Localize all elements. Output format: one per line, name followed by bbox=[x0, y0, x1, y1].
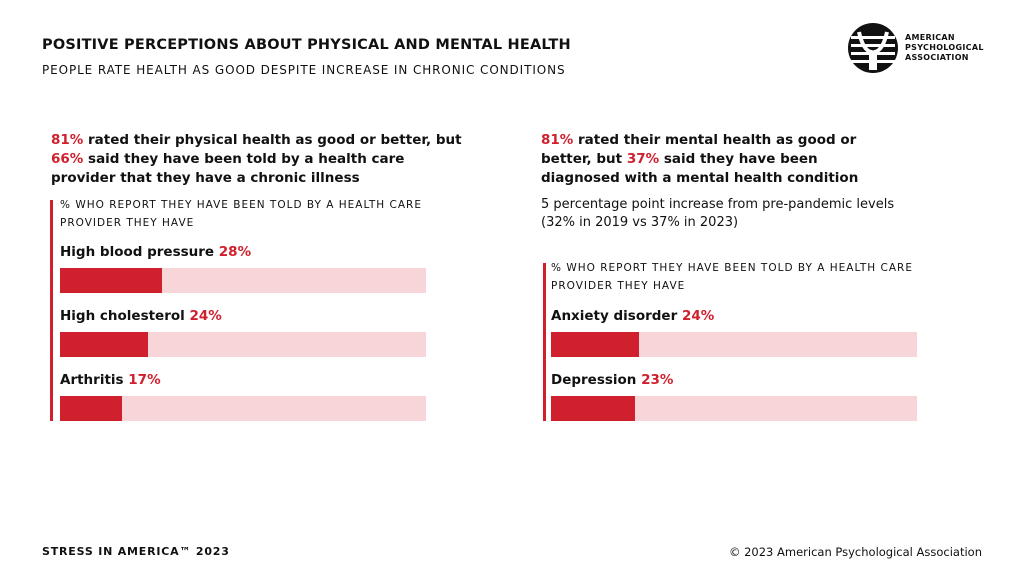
category: High cholesterol bbox=[60, 308, 185, 324]
headline: 81% rated their physical health as good … bbox=[51, 131, 471, 188]
logo-line: PSYCHOLOGICAL bbox=[905, 43, 984, 52]
logo-line: AMERICAN bbox=[905, 33, 955, 42]
highlight: 37% bbox=[626, 151, 660, 167]
chart-title: % WHO REPORT THEY HAVE BEEN TOLD BY A HE… bbox=[60, 199, 422, 229]
value-label: 17% bbox=[128, 372, 161, 388]
bar bbox=[60, 268, 163, 293]
note-line: 5 percentage point increase from pre-pan… bbox=[541, 197, 895, 212]
text: rated their mental health as good or bet… bbox=[541, 132, 857, 167]
value-label: 24% bbox=[189, 308, 222, 324]
headline: 81% rated their mental health as good or… bbox=[541, 131, 866, 188]
value-label: 24% bbox=[681, 308, 715, 324]
bar-label: High blood pressure 28% bbox=[60, 244, 251, 260]
bar bbox=[551, 332, 639, 357]
note: 5 percentage point increase from pre-pan… bbox=[541, 196, 894, 232]
logo-mark bbox=[848, 23, 898, 73]
note-line: (32% in 2019 vs 37% in 2023) bbox=[541, 215, 739, 230]
title: POSITIVE PERCEPTIONS ABOUT PHYSICAL AND … bbox=[42, 37, 571, 53]
highlight: 81% bbox=[541, 132, 574, 148]
footer-left: STRESS IN AMERICA™ 2023 bbox=[42, 545, 230, 558]
bar-label: Anxiety disorder 24% bbox=[551, 308, 714, 324]
bar-label: High cholesterol 24% bbox=[60, 308, 222, 324]
highlight: 81% bbox=[51, 132, 84, 148]
accent-line bbox=[50, 200, 53, 421]
footer-right: © 2023 American Psychological Associatio… bbox=[728, 545, 982, 559]
category: Anxiety disorder bbox=[551, 308, 678, 324]
bar bbox=[60, 396, 123, 421]
bar bbox=[60, 332, 148, 357]
highlight: 66% bbox=[51, 151, 84, 167]
text: rated their physical health as good or b… bbox=[83, 132, 462, 148]
text: said they have been told by a health car… bbox=[51, 151, 405, 186]
logo-text: AMERICAN PSYCHOLOGICAL ASSOCIATION bbox=[905, 33, 984, 63]
logo-line: ASSOCIATION bbox=[905, 53, 969, 62]
subtitle: PEOPLE RATE HEALTH AS GOOD DESPITE INCRE… bbox=[42, 63, 566, 77]
value-label: 23% bbox=[641, 372, 674, 388]
bar-label: Arthritis 17% bbox=[60, 372, 161, 388]
category: High blood pressure bbox=[60, 244, 215, 260]
accent-line bbox=[543, 263, 546, 421]
category: Depression bbox=[551, 372, 637, 388]
text: said they have been diagnosed with a men… bbox=[541, 151, 859, 186]
bar-label: Depression 23% bbox=[551, 372, 673, 388]
bar bbox=[551, 396, 636, 421]
value-label: 28% bbox=[218, 244, 252, 260]
category: Arthritis bbox=[60, 372, 124, 388]
chart-title: % WHO REPORT THEY HAVE BEEN TOLD BY A HE… bbox=[551, 262, 913, 292]
